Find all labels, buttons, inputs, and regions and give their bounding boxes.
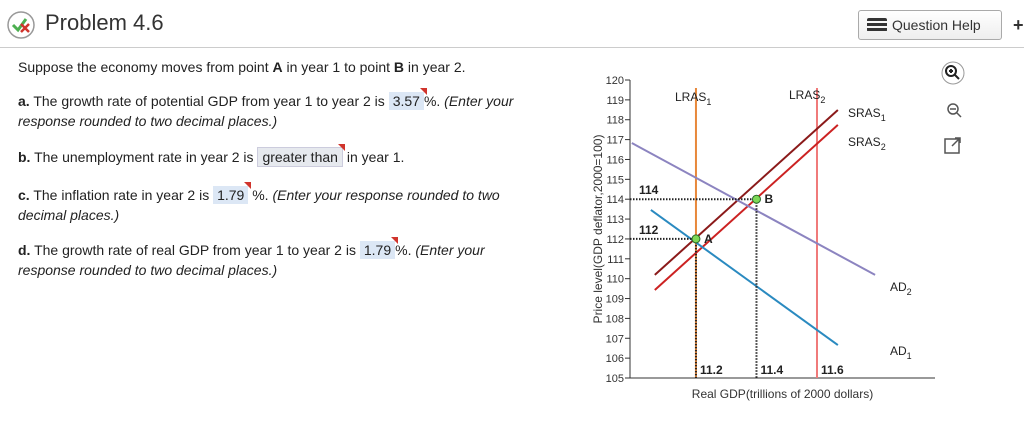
point-label: A <box>704 232 713 246</box>
part-b: b. The unemployment rate in year 2 is gr… <box>18 147 528 167</box>
y-tick-label: 115 <box>606 174 624 186</box>
toolbar-glyph: + <box>1013 15 1024 35</box>
text: The growth rate of potential GDP from ye… <box>33 93 385 109</box>
text: A <box>272 59 283 75</box>
part-label: d. <box>18 242 31 258</box>
text: in year 2. <box>404 59 466 75</box>
point <box>691 234 701 244</box>
text: in year 1 to point <box>282 59 394 75</box>
y-tick-label: 106 <box>606 353 624 365</box>
curve-label: AD1 <box>890 344 912 361</box>
y-tick-label: 107 <box>606 333 624 345</box>
y-tick-label: 105 <box>606 373 624 385</box>
zoom-out[interactable] <box>947 103 962 118</box>
curve-label: LRAS2 <box>789 88 825 105</box>
y-tick-label: 119 <box>606 95 624 107</box>
x-tick-label: 11.4 <box>760 363 783 377</box>
curve-name: LRAS <box>789 88 820 102</box>
help-label: Question Help <box>892 17 981 33</box>
curve <box>631 142 876 276</box>
guide-label: 114 <box>639 183 659 197</box>
text: The growth rate of real GDP from year 1 … <box>34 242 356 258</box>
y-tick-label: 111 <box>607 254 624 266</box>
point-label: B <box>764 192 773 206</box>
curve <box>654 124 839 291</box>
status-icon <box>7 11 35 39</box>
text: in year 1. <box>346 149 405 165</box>
note: (Enter your response rounded to two deci… <box>18 242 485 278</box>
answer-box[interactable]: 3.57 <box>388 92 424 110</box>
text: The inflation rate in year 2 is <box>33 187 210 203</box>
y-tick-label: 108 <box>606 313 624 325</box>
part-a: a. The growth rate of potential GDP from… <box>18 91 528 131</box>
answer-box[interactable]: greater than <box>257 147 343 167</box>
curve-label: LRAS1 <box>675 90 711 107</box>
intro: Suppose the economy moves from point A i… <box>18 57 528 77</box>
problem-title: Problem 4.6 <box>45 10 164 35</box>
curve-subscript: 1 <box>706 97 711 107</box>
zoom-in[interactable] <box>941 61 965 85</box>
curve <box>650 209 839 346</box>
y-tick-label: 120 <box>606 75 624 87</box>
note: (Enter your response rounded to two deci… <box>18 187 500 223</box>
y-tick-label: 114 <box>606 194 624 206</box>
y-axis-label: Price level(GDP deflator,2000=100) <box>591 135 605 324</box>
text: %. <box>423 93 441 109</box>
part-label: a. <box>18 93 30 109</box>
curve-name: SRAS <box>848 135 881 149</box>
x-tick-label: 11.6 <box>821 363 844 377</box>
part-label: c. <box>18 187 30 203</box>
curve-subscript: 1 <box>881 113 886 123</box>
text: %. <box>252 187 269 203</box>
curve-label: SRAS2 <box>848 135 886 152</box>
text: The unemployment rate in year 2 is <box>34 149 254 165</box>
part-label: b. <box>18 149 31 165</box>
part-d: d. The growth rate of real GDP from year… <box>18 240 528 280</box>
y-tick-label: 113 <box>606 214 624 226</box>
point <box>751 194 761 204</box>
help-button[interactable]: Question Help <box>858 10 1002 40</box>
text: Suppose the economy moves from point <box>18 59 273 75</box>
separator <box>0 47 1024 48</box>
curve <box>654 109 839 276</box>
answer-box[interactable]: 1.79 <box>359 241 396 259</box>
curve-label: SRAS1 <box>848 106 886 123</box>
curve-label: AD2 <box>890 280 912 297</box>
answer-box[interactable]: 1.79 <box>213 186 249 204</box>
y-tick-label: 117 <box>606 135 624 147</box>
curve-name: SRAS <box>848 106 881 120</box>
curve-subscript: 2 <box>881 142 886 152</box>
curve-subscript: 2 <box>820 95 825 105</box>
x-axis-label: Real GDP(trillions of 2000 dollars) <box>692 387 873 401</box>
curve-subscript: 2 <box>907 287 912 297</box>
x-tick-label: 11.2 <box>700 363 723 377</box>
help-icon <box>867 18 887 32</box>
popout[interactable] <box>944 137 961 154</box>
part-c: c. The inflation rate in year 2 is 1.79 … <box>18 185 528 225</box>
curve-name: AD <box>890 344 907 358</box>
curve-name: AD <box>890 280 907 294</box>
curve-subscript: 1 <box>907 351 912 361</box>
note: (Enter your response rounded to two deci… <box>18 93 514 129</box>
y-tick-label: 118 <box>606 115 624 127</box>
text: %. <box>395 242 412 258</box>
text: B <box>393 59 405 75</box>
y-tick-label: 116 <box>606 154 624 166</box>
y-tick-label: 112 <box>606 234 624 246</box>
curve-name: LRAS <box>675 90 706 104</box>
y-tick-label: 109 <box>606 294 624 306</box>
guide-label: 112 <box>639 223 659 237</box>
y-tick-label: 110 <box>606 274 624 286</box>
